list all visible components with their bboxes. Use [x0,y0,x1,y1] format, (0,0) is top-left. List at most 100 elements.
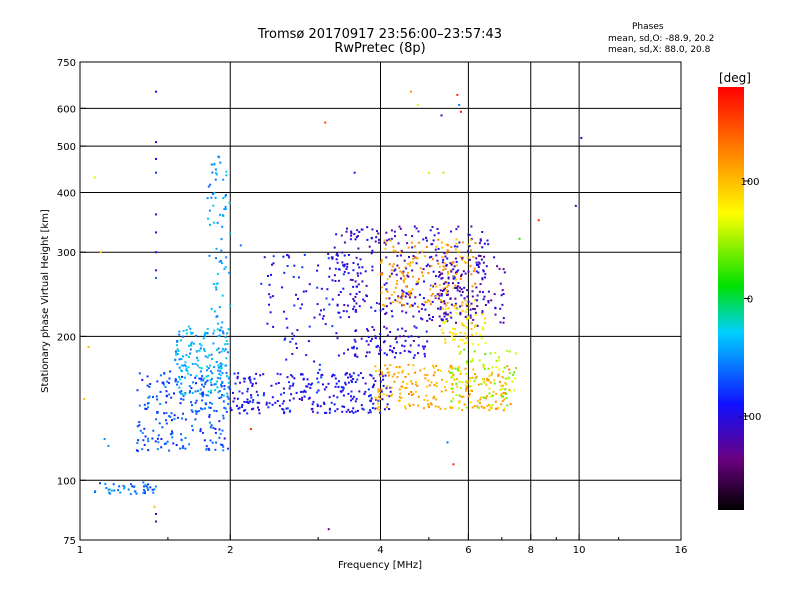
data-point [354,353,357,356]
data-point [218,397,221,400]
data-point [452,397,455,400]
data-point [334,377,337,380]
data-point [218,260,221,263]
data-point [184,447,187,450]
data-point [417,344,420,347]
data-point [482,396,485,399]
data-point [474,242,477,245]
data-point [202,379,205,382]
data-point [303,389,306,392]
data-point [218,436,221,439]
data-point [315,391,318,394]
data-point [455,238,458,241]
data-point [465,406,468,409]
data-point [403,259,406,262]
data-point [428,384,431,387]
data-point [351,410,354,413]
data-point [334,280,337,282]
data-point [370,374,373,377]
data-point [351,380,353,383]
data-point [414,256,417,259]
data-point [334,267,337,270]
data-point [430,403,433,406]
data-point [337,385,340,388]
data-point [189,331,192,334]
data-point [147,483,150,486]
data-point [412,255,415,257]
data-point [477,271,480,274]
data-point [450,303,453,306]
data-point [216,221,219,224]
data-point [226,343,229,345]
data-point [365,340,368,343]
data-point [335,258,338,261]
data-point [424,374,427,376]
data-point [427,171,430,174]
data-point [456,93,459,96]
data-point [220,385,223,388]
data-point [138,424,141,427]
data-point [282,408,285,411]
data-point [104,482,107,485]
data-point [210,196,213,199]
data-point [378,241,381,244]
data-point [501,376,504,379]
data-point [134,490,137,493]
data-point [346,227,348,230]
data-point [330,401,333,404]
data-point [190,387,193,390]
data-point [400,385,403,388]
data-point [209,439,212,442]
data-point [226,351,229,354]
data-point [349,278,352,281]
data-point [488,392,491,395]
data-point [419,267,422,270]
data-point [352,395,355,398]
data-point [159,403,162,405]
data-point [214,196,217,199]
data-point [481,326,484,329]
data-point [451,383,454,385]
data-point [518,237,521,240]
data-point [331,257,334,260]
data-point [432,239,435,242]
data-point [354,280,357,283]
data-point [415,262,418,265]
data-point [356,355,359,358]
data-point [320,309,322,312]
data-point [473,380,476,383]
data-point [225,170,228,173]
data-point [461,301,464,304]
data-point [177,350,180,352]
data-point [211,372,214,375]
data-point [416,305,419,308]
data-point [163,442,166,445]
data-point [163,372,166,374]
data-point [393,373,396,376]
data-point [206,197,209,200]
data-point [316,411,319,414]
data-point [473,308,476,311]
data-point [452,268,455,271]
data-point [398,396,401,399]
data-point [502,268,505,271]
data-point [331,375,333,378]
data-point [483,295,486,298]
data-point [499,380,501,383]
data-point [205,394,208,397]
data-point [306,385,309,388]
data-point [376,398,379,401]
data-point [99,482,101,485]
data-point [220,350,223,353]
data-point [491,371,494,374]
data-point [475,375,478,378]
data-point [185,354,188,357]
data-point [390,386,393,389]
data-point [356,347,358,350]
data-point [483,368,486,370]
data-point [414,296,417,299]
data-point [352,269,355,272]
data-point [316,377,319,380]
data-point [321,373,324,376]
data-point [396,264,399,267]
